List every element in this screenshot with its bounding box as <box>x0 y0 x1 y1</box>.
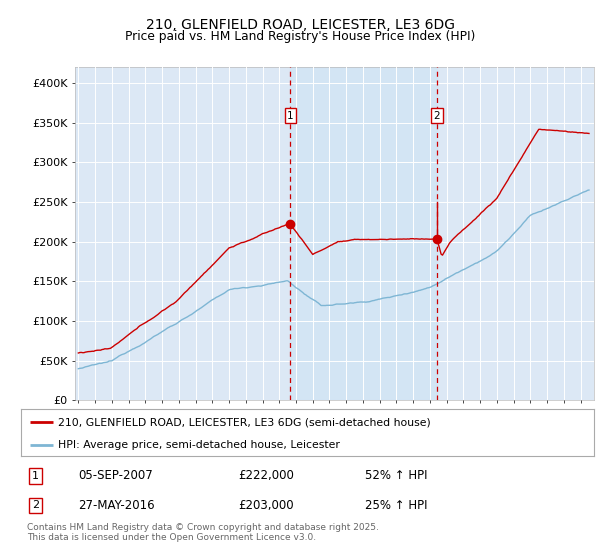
Text: 52% ↑ HPI: 52% ↑ HPI <box>365 469 427 482</box>
Text: £222,000: £222,000 <box>239 469 295 482</box>
Text: 1: 1 <box>287 110 294 120</box>
Text: 1: 1 <box>32 471 39 481</box>
Text: 25% ↑ HPI: 25% ↑ HPI <box>365 499 427 512</box>
Text: 05-SEP-2007: 05-SEP-2007 <box>79 469 153 482</box>
Text: 210, GLENFIELD ROAD, LEICESTER, LE3 6DG (semi-detached house): 210, GLENFIELD ROAD, LEICESTER, LE3 6DG … <box>58 418 431 428</box>
Text: 2: 2 <box>32 501 39 510</box>
Text: Price paid vs. HM Land Registry's House Price Index (HPI): Price paid vs. HM Land Registry's House … <box>125 30 475 43</box>
Text: Contains HM Land Registry data © Crown copyright and database right 2025.
This d: Contains HM Land Registry data © Crown c… <box>27 523 379 542</box>
Text: 2: 2 <box>434 110 440 120</box>
Text: 210, GLENFIELD ROAD, LEICESTER, LE3 6DG: 210, GLENFIELD ROAD, LEICESTER, LE3 6DG <box>146 18 455 32</box>
Text: 27-MAY-2016: 27-MAY-2016 <box>79 499 155 512</box>
Text: £203,000: £203,000 <box>239 499 295 512</box>
Text: HPI: Average price, semi-detached house, Leicester: HPI: Average price, semi-detached house,… <box>58 441 340 450</box>
Bar <box>290 67 437 400</box>
